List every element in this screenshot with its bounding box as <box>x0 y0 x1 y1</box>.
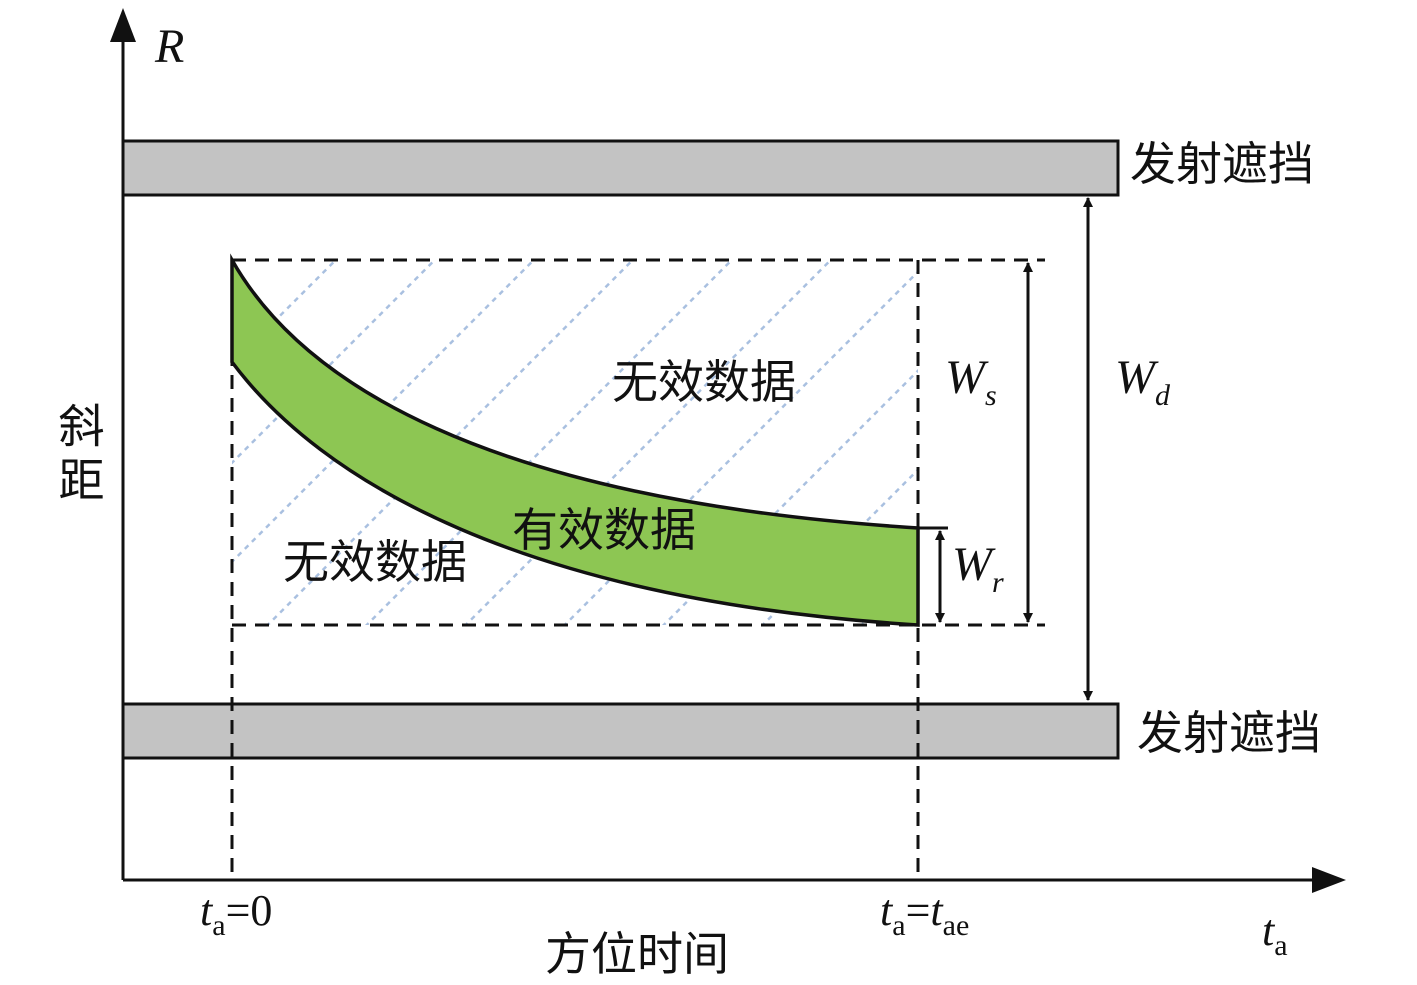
width-label: Wr <box>952 538 1004 599</box>
x-arrow <box>1312 867 1346 893</box>
label-sub: s <box>985 379 997 412</box>
label-sub: a <box>1274 929 1287 962</box>
label-sub: a <box>892 909 905 942</box>
label-base: W <box>1115 351 1159 404</box>
label-rest: =0 <box>226 886 273 935</box>
block-label: 发射遮挡 <box>1130 139 1314 190</box>
label-sub: ae <box>943 909 970 942</box>
time-mark: ta=tae <box>880 886 969 942</box>
label-base: t <box>1262 906 1276 955</box>
y-title: 斜距 <box>53 402 104 510</box>
label-sub: a <box>212 909 225 942</box>
bottom-block <box>121 702 1120 760</box>
top-block <box>121 139 1120 197</box>
y-label: R <box>154 20 184 73</box>
label-base: W <box>945 351 989 404</box>
width-label: Ws <box>945 351 997 412</box>
width-label: Wd <box>1115 351 1171 412</box>
label-sub: d <box>1155 379 1171 412</box>
region-label: 无效数据 <box>283 537 467 588</box>
label-base: W <box>952 538 996 591</box>
x-title: 方位时间 <box>545 929 729 980</box>
label-base: t <box>930 886 944 935</box>
x-label: ta <box>1262 906 1288 962</box>
region-label: 无效数据 <box>612 357 796 408</box>
time-mark: ta=0 <box>200 886 272 942</box>
y-arrow <box>110 8 136 42</box>
label-rest: = <box>906 886 931 935</box>
valid-band <box>230 253 920 627</box>
label-base: t <box>880 886 894 935</box>
label-sub: r <box>992 566 1004 599</box>
label-base: t <box>200 886 214 935</box>
region-label: 有效数据 <box>512 505 696 556</box>
block-label: 发射遮挡 <box>1137 708 1321 759</box>
